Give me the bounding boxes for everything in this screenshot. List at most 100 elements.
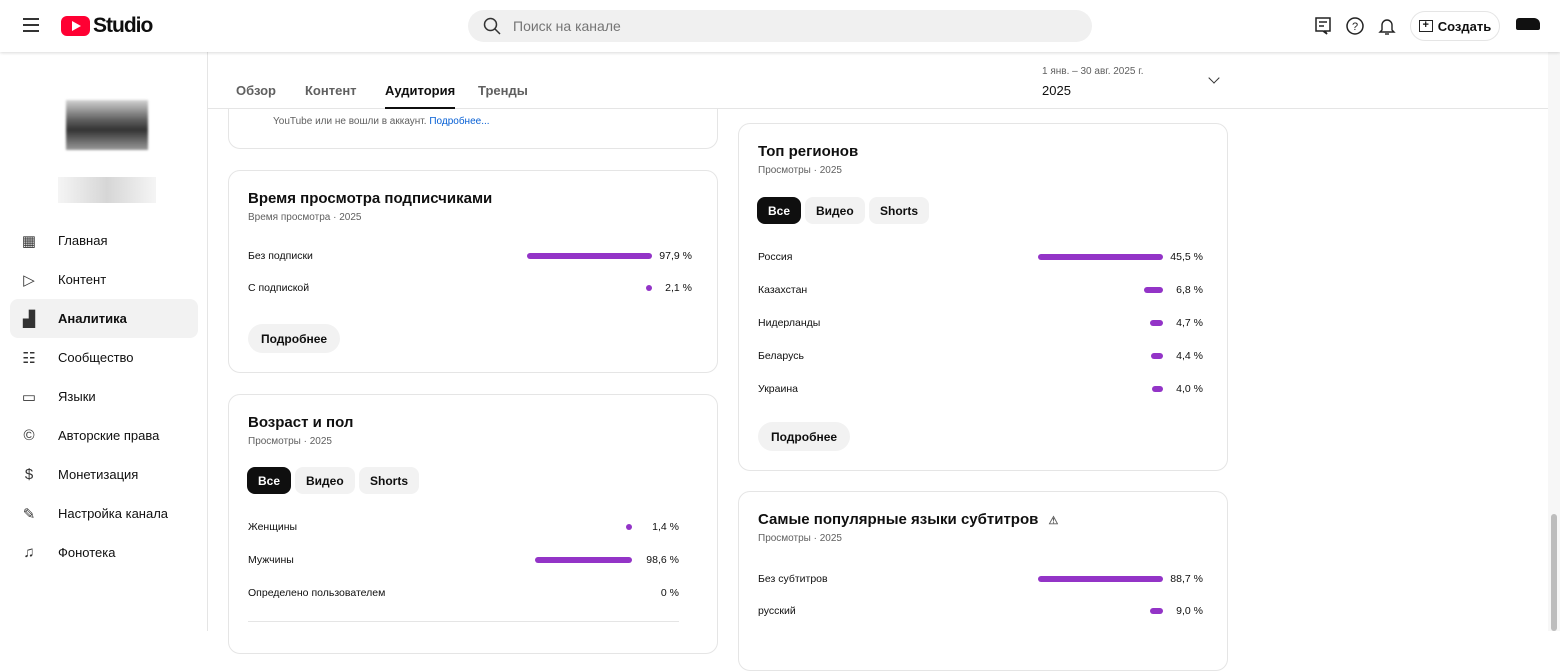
list-item: Без субтитров 88,7 % bbox=[758, 572, 1203, 586]
chevron-down-icon[interactable] bbox=[1208, 72, 1220, 84]
search-input[interactable] bbox=[513, 18, 1013, 34]
date-range-picker[interactable]: 1 янв. – 30 авг. 2025 г. 2025 bbox=[1042, 66, 1144, 98]
chip-video[interactable]: Видео bbox=[295, 467, 355, 494]
row-value: 2,1 % bbox=[665, 282, 692, 294]
sidebar: ▦ Главная ▷ Контент ▟ Аналитика ☷ Сообщество… bbox=[0, 52, 208, 631]
channel-avatar[interactable] bbox=[66, 100, 148, 150]
account-avatar[interactable] bbox=[1516, 18, 1540, 30]
search-bar[interactable] bbox=[468, 10, 1092, 42]
percentage-bar bbox=[1144, 287, 1163, 293]
magic-wand-icon: ✎ bbox=[22, 505, 36, 523]
sidebar-item-copyright[interactable]: © Авторские права bbox=[10, 416, 198, 455]
row-value: 88,7 % bbox=[1170, 573, 1203, 585]
list-item: С подпиской 2,1 % bbox=[248, 281, 692, 295]
row-value: 6,8 % bbox=[1176, 284, 1203, 296]
scrollbar[interactable] bbox=[1548, 52, 1560, 631]
analytics-tabs: Обзор Контент Аудитория Тренды 1 янв. – … bbox=[208, 52, 1548, 109]
subtitles-icon: ▭ bbox=[21, 388, 37, 406]
copyright-icon: © bbox=[23, 427, 35, 444]
analytics-icon: ▟ bbox=[23, 310, 35, 328]
row-label: Без подписки bbox=[248, 250, 313, 262]
percentage-bar bbox=[527, 253, 652, 259]
row-label: русский bbox=[758, 605, 796, 617]
tab-audience[interactable]: Аудитория bbox=[385, 83, 456, 109]
studio-logo[interactable]: Studio bbox=[61, 14, 153, 38]
age-gender-card: Возраст и пол Просмотры · 2025 Все Видео… bbox=[228, 394, 718, 654]
list-item: Беларусь 4,4 % bbox=[758, 349, 1203, 363]
chip-video[interactable]: Видео bbox=[805, 197, 865, 224]
top-regions-card: Топ регионов Просмотры · 2025 Все Видео … bbox=[738, 123, 1228, 471]
community-icon: ☷ bbox=[22, 349, 36, 367]
menu-icon[interactable] bbox=[23, 18, 39, 32]
row-label: Украина bbox=[758, 383, 798, 395]
sidebar-item-community[interactable]: ☷ Сообщество bbox=[10, 338, 198, 377]
svg-text:?: ? bbox=[1352, 21, 1358, 33]
divider bbox=[248, 621, 679, 622]
percentage-bar bbox=[1152, 386, 1163, 392]
row-value: 4,7 % bbox=[1176, 317, 1203, 329]
sidebar-item-monetization[interactable]: $ Монетизация bbox=[10, 455, 198, 494]
list-item: Россия 45,5 % bbox=[758, 250, 1203, 264]
percentage-bar bbox=[626, 524, 632, 530]
row-label: Беларусь bbox=[758, 350, 804, 362]
list-item: Женщины 1,4 % bbox=[248, 520, 679, 534]
percentage-bar bbox=[535, 557, 632, 563]
tab-trends[interactable]: Тренды bbox=[478, 83, 528, 98]
row-label: Определено пользователем bbox=[248, 587, 386, 599]
channel-name bbox=[58, 177, 156, 203]
notifications-bell-icon[interactable] bbox=[1377, 16, 1397, 36]
audio-library-icon: ♫ bbox=[23, 544, 35, 561]
row-value: 0 % bbox=[660, 587, 679, 599]
row-label: Нидерланды bbox=[758, 317, 821, 329]
more-button[interactable]: Подробнее bbox=[758, 422, 851, 451]
sidebar-item-dashboard[interactable]: ▦ Главная bbox=[21, 232, 108, 250]
more-button[interactable]: Подробнее bbox=[248, 324, 341, 353]
subtitle-languages-card: Самые популярные языки субтитров ⚠ Просм… bbox=[738, 491, 1228, 671]
row-label: Женщины bbox=[248, 521, 298, 533]
sidebar-item-analytics[interactable]: ▟ Аналитика bbox=[10, 299, 198, 338]
row-label: Россия bbox=[758, 251, 793, 263]
create-video-icon: + bbox=[1418, 20, 1433, 32]
row-value: 4,0 % bbox=[1176, 383, 1203, 395]
list-item: Без подписки 97,9 % bbox=[248, 249, 692, 263]
top-bar: Studio ? +Создать bbox=[0, 0, 1560, 52]
list-item: Украина 4,0 % bbox=[758, 382, 1203, 396]
sidebar-item-content[interactable]: ▷ Контент bbox=[10, 260, 198, 299]
row-value: 98,6 % bbox=[646, 554, 679, 566]
feedback-icon[interactable] bbox=[1313, 16, 1333, 36]
row-label: Без субтитров bbox=[758, 573, 828, 585]
row-label: Мужчины bbox=[248, 554, 294, 566]
search-icon bbox=[483, 17, 501, 35]
sidebar-item-audio-library[interactable]: ♫ Фонотека bbox=[10, 533, 198, 572]
list-item: Нидерланды 4,7 % bbox=[758, 316, 1203, 330]
learn-more-link[interactable]: Подробнее... bbox=[429, 116, 490, 127]
scrollbar-thumb[interactable] bbox=[1551, 514, 1557, 631]
help-icon[interactable]: ? bbox=[1345, 16, 1365, 36]
percentage-bar bbox=[1150, 608, 1163, 614]
row-label: С подпиской bbox=[248, 282, 310, 294]
row-value: 9,0 % bbox=[1176, 605, 1203, 617]
row-value: 4,4 % bbox=[1176, 350, 1203, 362]
create-button[interactable]: + Создать bbox=[1410, 11, 1500, 41]
sidebar-item-languages[interactable]: ▭ Языки bbox=[21, 388, 96, 406]
list-item: Мужчины 98,6 % bbox=[248, 553, 679, 567]
percentage-bar bbox=[646, 285, 652, 291]
percentage-bar bbox=[1038, 254, 1163, 260]
row-value: 1,4 % bbox=[652, 521, 679, 533]
chip-shorts[interactable]: Shorts bbox=[869, 197, 930, 224]
tab-overview[interactable]: Обзор bbox=[236, 83, 276, 98]
warning-icon[interactable]: ⚠ bbox=[1048, 515, 1059, 527]
chip-all[interactable]: Все bbox=[247, 467, 292, 494]
chip-all[interactable]: Все bbox=[757, 197, 802, 224]
row-value: 45,5 % bbox=[1170, 251, 1203, 263]
tab-content[interactable]: Контент bbox=[305, 83, 357, 98]
list-item: русский 9,0 % bbox=[758, 604, 1203, 618]
dashboard-icon: ▦ bbox=[21, 232, 37, 250]
percentage-bar bbox=[1150, 320, 1163, 326]
dollar-icon: $ bbox=[24, 466, 34, 483]
sidebar-item-customization[interactable]: ✎ Настройка канала bbox=[10, 494, 198, 533]
percentage-bar bbox=[1038, 576, 1163, 582]
percentage-bar bbox=[1150, 353, 1163, 359]
chip-shorts[interactable]: Shorts bbox=[359, 467, 420, 494]
list-item: Определено пользователем 0 % bbox=[248, 586, 679, 600]
